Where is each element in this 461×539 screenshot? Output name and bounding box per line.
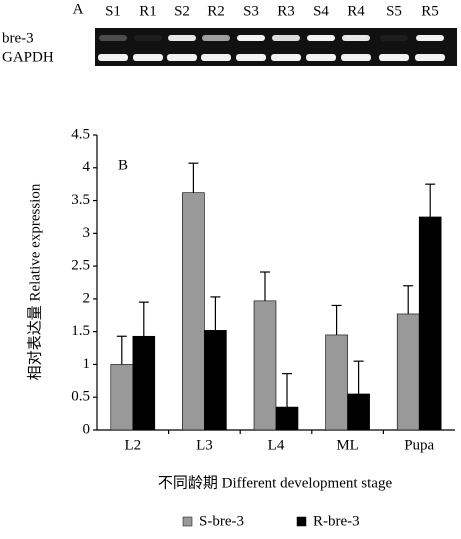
- gel-band: [379, 54, 409, 61]
- gel-band: [272, 35, 300, 41]
- figure: A bre-3 GAPDH B 相对表达量 Relative expressio…: [0, 0, 461, 539]
- gel-row-label: bre-3: [2, 30, 34, 46]
- x-tick-label: L4: [268, 437, 285, 453]
- error-bar: [210, 297, 220, 330]
- gel-band: [168, 35, 196, 41]
- y-tick-label: 1.5: [71, 323, 90, 339]
- x-tick-label: ML: [336, 437, 359, 453]
- y-axis-label: 相对表达量 Relative expression: [26, 183, 43, 380]
- gel-band: [416, 35, 444, 41]
- gel-band: [236, 54, 266, 61]
- gel-band: [202, 35, 230, 41]
- error-bar: [354, 361, 364, 394]
- x-tick-label: L2: [124, 437, 141, 453]
- gel-band: [415, 54, 445, 61]
- y-tick-label: 2: [83, 290, 91, 306]
- legend-swatch: [183, 517, 192, 526]
- lane-label: S5: [386, 3, 402, 19]
- x-axis-label: 不同龄期 Different development stage: [158, 474, 393, 491]
- y-tick-label: 4: [83, 159, 91, 175]
- lane-label: R5: [421, 3, 439, 19]
- error-bar: [139, 302, 149, 336]
- gel-band: [167, 54, 197, 61]
- gel-band: [341, 54, 371, 61]
- bar: [182, 193, 204, 430]
- gel-band: [342, 35, 370, 41]
- gel-band: [307, 35, 335, 41]
- gel-band: [271, 54, 301, 61]
- error-bar: [117, 336, 127, 364]
- lane-label: R3: [277, 3, 295, 19]
- x-tick-label: L3: [196, 437, 213, 453]
- bar: [254, 301, 276, 430]
- y-tick-label: 1: [83, 356, 91, 372]
- bar: [419, 217, 441, 430]
- bar: [326, 335, 348, 430]
- gel-row-label: GAPDH: [2, 49, 54, 65]
- gel-band: [99, 35, 127, 41]
- legend-label: S-bre-3: [199, 513, 244, 529]
- error-bar: [332, 305, 342, 335]
- lane-label: R2: [207, 3, 225, 19]
- gel-band: [133, 54, 163, 61]
- lane-label: R4: [347, 3, 365, 19]
- legend-swatch: [297, 517, 306, 526]
- error-bar: [403, 286, 413, 314]
- bar: [397, 314, 419, 430]
- panel-label: A: [73, 1, 84, 17]
- y-tick-label: 4.5: [71, 126, 90, 142]
- lane-label: S4: [313, 3, 329, 19]
- lane-label: R1: [139, 3, 157, 19]
- gel-band: [201, 54, 231, 61]
- bar: [276, 407, 298, 430]
- y-tick-label: 3: [83, 225, 91, 241]
- lane-label: S2: [174, 3, 190, 19]
- y-tick-label: 2.5: [71, 258, 90, 274]
- error-bar: [188, 163, 198, 193]
- panel-label: B: [118, 157, 128, 173]
- lane-label: S3: [243, 3, 259, 19]
- bar: [111, 364, 133, 430]
- x-tick-label: Pupa: [404, 437, 434, 453]
- gel-band: [98, 54, 128, 61]
- lane-label: S1: [105, 3, 121, 19]
- error-bar: [282, 374, 292, 407]
- gel-band: [380, 35, 408, 41]
- gel-band: [306, 54, 336, 61]
- gel-band: [237, 35, 265, 41]
- legend-label: R-bre-3: [313, 513, 360, 529]
- y-tick-label: 0.5: [71, 389, 90, 405]
- bar: [133, 336, 155, 430]
- bar: [204, 330, 226, 430]
- y-tick-label: 3.5: [71, 192, 90, 208]
- bar: [348, 394, 370, 430]
- gel-band: [134, 35, 162, 41]
- y-tick-label: 0: [83, 421, 91, 437]
- error-bar: [425, 184, 435, 217]
- error-bar: [260, 272, 270, 301]
